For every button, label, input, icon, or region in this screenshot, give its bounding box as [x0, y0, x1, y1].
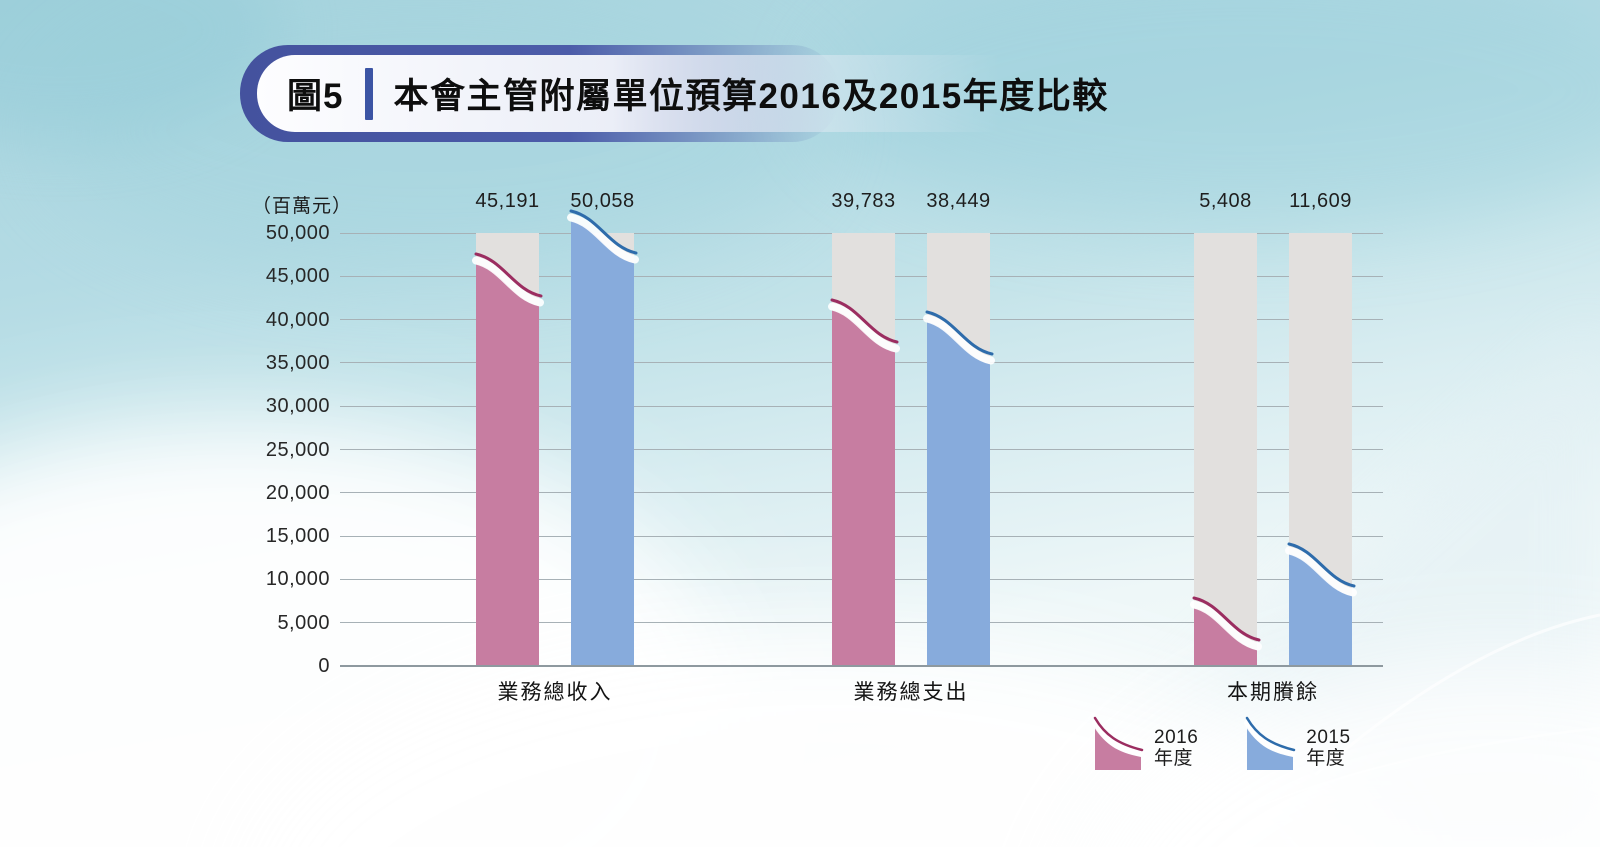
category-label: 本期賸餘 — [1227, 681, 1319, 704]
legend-swatch-icon — [1092, 716, 1144, 770]
y-tick-label: 35,000 — [265, 351, 330, 374]
category-label: 業務總支出 — [853, 681, 969, 704]
chart-legend: 2016 年度 2015 年度 — [1092, 714, 1351, 770]
y-tick-label: 40,000 — [265, 308, 330, 331]
y-axis-unit-label: （百萬元） — [252, 196, 353, 217]
y-tick-label: 0 — [318, 655, 330, 677]
y-tick-label: 5,000 — [277, 611, 330, 634]
legend-label: 2015 年度 — [1306, 714, 1350, 769]
bar-value-label: 5,408 — [1199, 190, 1252, 212]
bar-background-column — [1194, 233, 1257, 666]
bar-value-label: 39,783 — [831, 190, 896, 212]
bar-value-label: 38,449 — [926, 190, 991, 212]
x-axis-baseline — [340, 665, 1383, 667]
legend-label-suffix: 年度 — [1306, 748, 1346, 769]
legend-label: 2016 年度 — [1154, 714, 1198, 769]
bar-value-label: 11,609 — [1289, 190, 1352, 212]
badge-content: 圖5 本會主管附屬單位預算2016及2015年度比較 — [257, 55, 1109, 132]
bar-value-label: 45,191 — [475, 190, 540, 212]
bar-2016 — [472, 252, 544, 666]
category-label: 業務總收入 — [497, 681, 613, 704]
y-tick-label: 25,000 — [265, 438, 330, 461]
legend-item: 2016 年度 — [1092, 714, 1198, 770]
bar-value-label: 50,058 — [570, 190, 635, 212]
bar-2016 — [828, 298, 900, 666]
title-divider — [365, 67, 374, 120]
bar-2015 — [923, 310, 995, 666]
y-tick-label: 20,000 — [265, 481, 330, 504]
legend-label-suffix: 年度 — [1154, 748, 1194, 769]
badge-panel — [257, 55, 1047, 132]
legend-label-year: 2016 — [1154, 727, 1199, 748]
y-tick-label: 30,000 — [265, 395, 330, 418]
y-tick-label: 10,000 — [265, 568, 330, 591]
figure-label: 圖5 — [287, 77, 344, 116]
figure-title-badge: 圖5 本會主管附屬單位預算2016及2015年度比較 — [240, 42, 1140, 142]
y-tick-label: 50,000 — [265, 222, 330, 244]
bar-2016 — [1190, 596, 1262, 666]
y-tick-label: 15,000 — [265, 525, 330, 548]
legend-label-year: 2015 — [1306, 727, 1351, 748]
y-tick-label: 45,000 — [265, 265, 330, 288]
legend-swatch-icon — [1244, 716, 1297, 770]
bar-2015 — [1285, 542, 1357, 666]
bar-2015 — [567, 209, 639, 666]
page-title: 本會主管附屬單位預算2016及2015年度比較 — [393, 77, 1109, 116]
legend-item: 2015 年度 — [1244, 714, 1350, 770]
